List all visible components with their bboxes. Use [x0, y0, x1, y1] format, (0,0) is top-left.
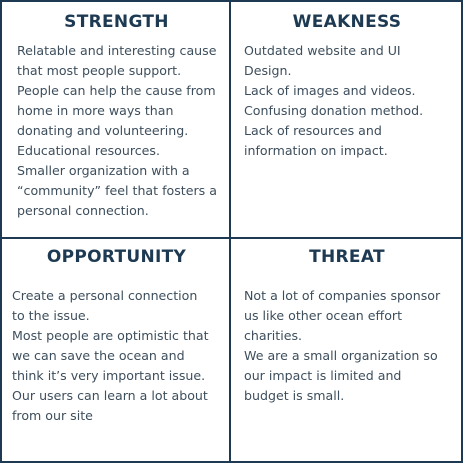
threat-title: THREAT [309, 247, 385, 267]
opportunity-quadrant: OPPORTUNITY Create a personal connection… [4, 239, 229, 463]
opportunity-line: from our site [12, 408, 93, 423]
strength-body: Relatable and interesting cause that mos… [17, 41, 229, 221]
strength-line: Relatable and interesting cause [17, 43, 217, 58]
strength-line: personal connection. [17, 203, 149, 218]
strength-line: that most people support. [17, 63, 182, 78]
opportunity-line: Most people are optimistic that [12, 328, 209, 343]
weakness-line: Lack of images and videos. [244, 83, 416, 98]
threat-line: budget is small. [244, 388, 345, 403]
threat-quadrant: THREAT Not a lot of companies sponsor us… [231, 239, 463, 463]
opportunity-line: to the issue. [12, 308, 90, 323]
weakness-quadrant: WEAKNESS Outdated website and UI Design.… [231, 4, 463, 237]
strength-line: Educational resources. [17, 143, 160, 158]
threat-line: We are a small organization so [244, 348, 438, 363]
threat-line: our impact is limited and [244, 368, 402, 383]
weakness-title: WEAKNESS [292, 12, 402, 32]
strength-line: “community” feel that fosters a [17, 183, 217, 198]
opportunity-body: Create a personal connection to the issu… [12, 286, 229, 426]
opportunity-line: Our users can learn a lot about [12, 388, 208, 403]
weakness-line: Lack of resources and [244, 123, 382, 138]
vertical-divider [229, 2, 231, 461]
strength-quadrant: STRENGTH Relatable and interesting cause… [4, 4, 229, 237]
strength-line: home in more ways than [17, 103, 174, 118]
strength-title: STRENGTH [64, 12, 169, 32]
threat-line: us like other ocean effort [244, 308, 403, 323]
weakness-line: Outdated website and UI [244, 43, 401, 58]
opportunity-line: Create a personal connection [12, 288, 198, 303]
strength-line: People can help the cause from [17, 83, 216, 98]
threat-line: Not a lot of companies sponsor [244, 288, 441, 303]
opportunity-line: we can save the ocean and [12, 348, 185, 363]
weakness-line: information on impact. [244, 143, 388, 158]
weakness-body: Outdated website and UI Design. Lack of … [244, 41, 463, 161]
horizontal-divider [2, 237, 461, 239]
threat-line: charities. [244, 328, 303, 343]
strength-line: donating and volunteering. [17, 123, 189, 138]
weakness-line: Confusing donation method. [244, 103, 424, 118]
strength-line: Smaller organization with a [17, 163, 190, 178]
opportunity-title: OPPORTUNITY [46, 247, 187, 267]
opportunity-line: think it’s very important issue. [12, 368, 206, 383]
threat-body: Not a lot of companies sponsor us like o… [244, 286, 463, 406]
weakness-line: Design. [244, 63, 292, 78]
